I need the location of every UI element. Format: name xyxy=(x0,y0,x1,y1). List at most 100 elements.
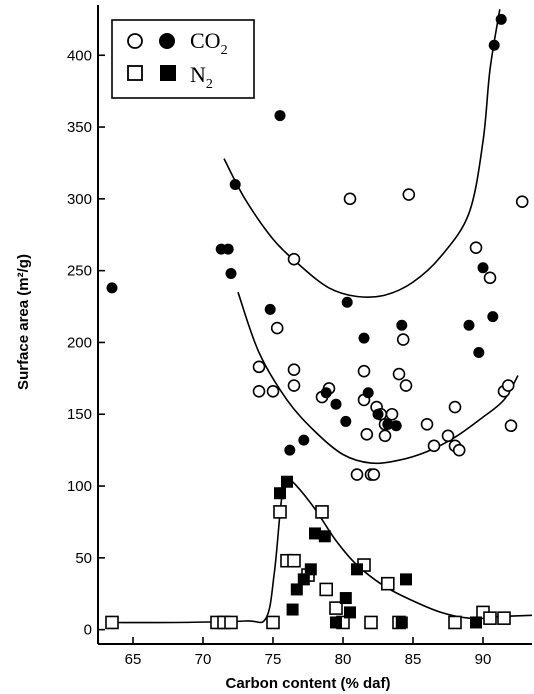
n2-filled-point xyxy=(339,592,352,605)
co2-filled-point xyxy=(298,434,310,446)
x-tick-label: 90 xyxy=(475,651,492,668)
co2-open-point xyxy=(266,384,280,398)
n2-filled-point xyxy=(330,616,342,629)
co2-open-point xyxy=(504,419,518,433)
co2-open-point xyxy=(448,400,462,414)
trend-curves xyxy=(111,9,533,624)
co2-open-point xyxy=(452,443,466,457)
co2-filled-point xyxy=(396,319,408,331)
co2-open-point xyxy=(483,271,497,285)
co2-open-point xyxy=(420,417,434,431)
n2-filled-point xyxy=(470,616,482,629)
n2-open-point xyxy=(224,615,238,630)
y-tick-label: 100 xyxy=(67,478,92,495)
co2-filled-point xyxy=(274,110,286,122)
co2-open-point xyxy=(270,321,284,335)
co2-filled-point xyxy=(341,296,353,308)
legend-co2-text: CO xyxy=(190,28,221,53)
legend-box xyxy=(111,19,255,99)
co2-open-point xyxy=(287,363,301,377)
y-tick-label: 0 xyxy=(84,622,92,639)
co2-open-point xyxy=(402,188,416,201)
co2-filled-point xyxy=(320,387,332,399)
y-axis-ticks: 0 50 100 150 200 250 300 350 400 xyxy=(67,47,105,639)
co2-filled-point xyxy=(487,311,499,323)
n2-filled-point xyxy=(297,573,310,586)
legend-filled-square-icon xyxy=(160,65,176,81)
x-tick-label: 75 xyxy=(265,651,282,668)
y-tick-label: 50 xyxy=(75,550,92,567)
co2-filled-point xyxy=(106,282,118,294)
plot-frame xyxy=(97,5,532,645)
n2-filled-point xyxy=(309,527,321,540)
co2-filled-point xyxy=(372,408,384,420)
co2-open-point xyxy=(392,367,406,381)
n2-open-point xyxy=(273,505,287,519)
legend-n2-label: N2 xyxy=(190,62,213,92)
n2-filled-point xyxy=(400,573,412,586)
co2-filled-point xyxy=(222,243,234,255)
n2-filled-point xyxy=(274,487,286,500)
co2-open-point xyxy=(399,379,413,392)
co2-open-point xyxy=(252,360,266,374)
x-tick-label: 70 xyxy=(195,651,212,668)
co2-open-point xyxy=(378,429,392,443)
y-tick-label: 400 xyxy=(67,47,92,64)
co2-filled-point xyxy=(264,303,276,315)
n2-filled-point xyxy=(318,530,331,543)
co2-filled-point xyxy=(362,387,374,399)
co2-open-point xyxy=(441,429,455,443)
n2-filled-point xyxy=(281,475,293,488)
x-tick-label: 65 xyxy=(125,651,142,668)
co2-open-point xyxy=(287,252,301,266)
co2-upper-envelope xyxy=(223,9,501,299)
co2-open-point xyxy=(343,192,357,206)
co2-open-point xyxy=(287,379,301,392)
co2-filled-point xyxy=(225,268,237,280)
n2-filled-point xyxy=(304,563,317,576)
n2-filled-point xyxy=(395,616,408,629)
legend: CO 2 N2 xyxy=(111,19,255,99)
co2-filled-point xyxy=(330,398,342,410)
y-tick-label: 250 xyxy=(67,263,92,280)
legend-n2-subscript: 2 xyxy=(206,77,213,92)
co2-filled-point xyxy=(284,444,296,456)
co2-filled-point xyxy=(477,262,489,274)
n2-filled-point xyxy=(290,583,303,596)
data-points xyxy=(105,13,529,630)
n2-filled-point xyxy=(344,606,356,619)
legend-open-circle-icon xyxy=(127,33,143,49)
co2-filled-point xyxy=(382,418,394,430)
co2-filled-point xyxy=(488,39,500,51)
legend-filled-circle-icon xyxy=(159,33,175,49)
y-tick-label: 300 xyxy=(67,191,92,208)
co2-lower-envelope xyxy=(237,291,519,465)
co2-filled-point xyxy=(495,13,507,25)
co2-open-point xyxy=(427,439,441,453)
co2-open-circle-series xyxy=(252,188,529,481)
n2-open-point xyxy=(319,582,334,597)
n2-filled-point xyxy=(351,563,363,576)
co2-open-point xyxy=(515,195,529,209)
n2-open-point xyxy=(380,576,395,591)
co2-open-point xyxy=(252,384,266,398)
n2-open-point xyxy=(287,553,301,568)
co2-filled-point xyxy=(229,178,241,190)
co2-open-point xyxy=(385,407,399,421)
co2-open-point xyxy=(367,468,381,481)
co2-open-point xyxy=(469,241,483,254)
co2-filled-point xyxy=(473,347,485,359)
y-tick-label: 350 xyxy=(67,119,92,136)
n2-open-point xyxy=(329,601,343,615)
co2-filled-circle-series xyxy=(106,13,507,456)
n2-open-point xyxy=(483,611,497,625)
n2-filled-square-series xyxy=(274,475,482,629)
x-tick-label: 85 xyxy=(405,651,422,668)
y-tick-label: 200 xyxy=(67,334,92,351)
legend-open-square-icon xyxy=(127,65,143,81)
n2-open-point xyxy=(105,615,119,630)
n2-open-point xyxy=(448,615,462,630)
co2-open-point xyxy=(360,428,374,441)
n2-open-point xyxy=(364,615,378,630)
